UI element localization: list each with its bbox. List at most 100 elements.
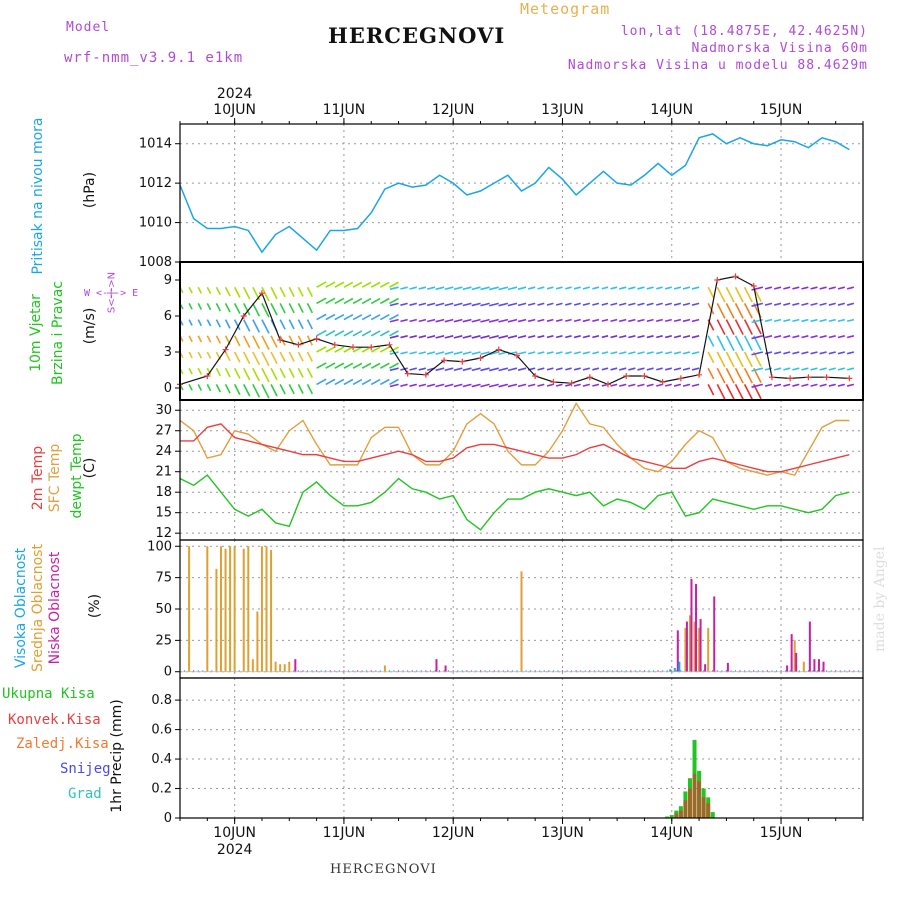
- wind-arrow: [435, 286, 445, 291]
- wind-gust-marker: [368, 344, 375, 351]
- wind-arrow: [462, 302, 472, 307]
- wind-arrow: [206, 319, 212, 327]
- wind-arrow: [361, 330, 372, 337]
- wind-arrow: [546, 383, 554, 387]
- wind-arrow: [444, 351, 454, 355]
- wind-arrow: [517, 302, 527, 307]
- cloud-bar: [256, 611, 259, 672]
- wind-arrow: [743, 335, 753, 352]
- wind-arrow: [592, 318, 600, 322]
- wind-arrow: [188, 303, 193, 310]
- wind-arrow: [734, 286, 744, 303]
- wind-arrow: [716, 335, 726, 352]
- wind-arrow: [592, 351, 600, 355]
- cloud-bar: [786, 665, 789, 672]
- wind-arrow: [691, 351, 700, 355]
- wind-arrow: [664, 367, 672, 371]
- wind-arrow: [389, 318, 399, 323]
- wind-arrow: [801, 302, 809, 306]
- wind-arrow: [488, 383, 499, 388]
- precip-ytick-label: 0.2: [151, 782, 172, 797]
- wind-arrow: [261, 303, 270, 318]
- wind-arrow: [316, 329, 327, 337]
- wind-arrow: [637, 383, 645, 387]
- wind-arrow: [252, 351, 261, 366]
- cloud-bar: [669, 669, 672, 672]
- wind-arrow: [743, 303, 753, 319]
- wind-arrow: [252, 319, 261, 333]
- wind-arrow: [233, 367, 241, 379]
- wind-arrow: [370, 378, 381, 386]
- wind-arrow: [389, 330, 399, 337]
- wind-arrow: [565, 335, 572, 339]
- wind-arrow: [707, 286, 715, 299]
- wind-arrow: [517, 383, 527, 388]
- wind-arrow: [197, 367, 203, 375]
- wind-arrow: [555, 318, 563, 322]
- wind-arrow: [565, 351, 572, 355]
- wind-arrow: [306, 286, 314, 298]
- wind-arrow: [774, 383, 782, 387]
- wind-gust-marker: [240, 313, 247, 319]
- wind-arrow: [279, 351, 286, 362]
- wind-arrow: [379, 362, 390, 369]
- wind-arrow: [573, 367, 581, 371]
- cloud-bar: [790, 634, 793, 672]
- wind-arrow: [270, 367, 278, 381]
- pressure-ytick-label: 1010: [139, 216, 172, 231]
- wind-arrow: [810, 318, 818, 323]
- model-elevation-text: Nadmorska Visina u modelu 88.4629m: [567, 58, 868, 73]
- wind-arrow: [188, 351, 193, 359]
- wind-arrow: [691, 335, 700, 339]
- pressure-line: [179, 133, 850, 254]
- precip-frame: [179, 677, 864, 819]
- wind-gust-marker: [550, 379, 557, 385]
- wind-arrow: [783, 335, 791, 339]
- wind-arrow: [610, 318, 618, 322]
- wind-arrow: [233, 286, 241, 298]
- wind-arrow: [334, 313, 345, 321]
- wind-arrow: [810, 286, 818, 290]
- top-day-label: 14JUN: [650, 102, 693, 118]
- wind-arrow: [325, 281, 336, 288]
- wind-arrow: [215, 303, 222, 312]
- wind-arrow: [215, 335, 222, 344]
- wind-arrow: [673, 335, 682, 339]
- wind-arrow: [610, 335, 618, 339]
- wind-gust-marker: [441, 357, 448, 364]
- cloud-bar: [704, 664, 707, 672]
- wind-gust-marker: [823, 374, 830, 381]
- meteogram-title: Meteogram: [520, 0, 611, 18]
- temp-dew-line: [179, 474, 850, 531]
- cloud-bar: [795, 652, 798, 672]
- wind-arrow: [582, 286, 590, 290]
- wind-arrow: [426, 302, 436, 307]
- wind-arrow: [846, 383, 855, 387]
- wind-arrow: [517, 335, 527, 339]
- cloud-bar: [294, 659, 297, 672]
- wind-arrow: [783, 367, 791, 371]
- wind-arrow: [801, 383, 809, 387]
- wind-arrow: [656, 302, 663, 306]
- wind-arrow: [435, 367, 445, 372]
- temp-2m-line: [180, 423, 850, 473]
- cloud-bar: [520, 571, 523, 672]
- pressure-ytick-label: 1014: [139, 137, 172, 152]
- wind-arrow: [389, 362, 399, 369]
- wind-arrow: [389, 313, 399, 321]
- wind-arrow: [426, 318, 436, 323]
- wind-arrow: [546, 367, 554, 371]
- precip-conv-bar: [683, 800, 688, 818]
- wind-arrow: [555, 335, 563, 339]
- wind-arrow: [206, 384, 212, 392]
- wind-arrow: [751, 286, 764, 291]
- wind-arrow: [480, 335, 490, 339]
- wind-arrow: [435, 318, 445, 323]
- wind-arrow: [592, 335, 600, 339]
- wind-arrow: [628, 302, 636, 306]
- wind-arrow: [352, 362, 363, 369]
- cloud-bar: [444, 665, 447, 672]
- wind-arrow: [619, 351, 627, 355]
- wind-arrow: [792, 335, 800, 339]
- wind-arrow: [734, 384, 744, 400]
